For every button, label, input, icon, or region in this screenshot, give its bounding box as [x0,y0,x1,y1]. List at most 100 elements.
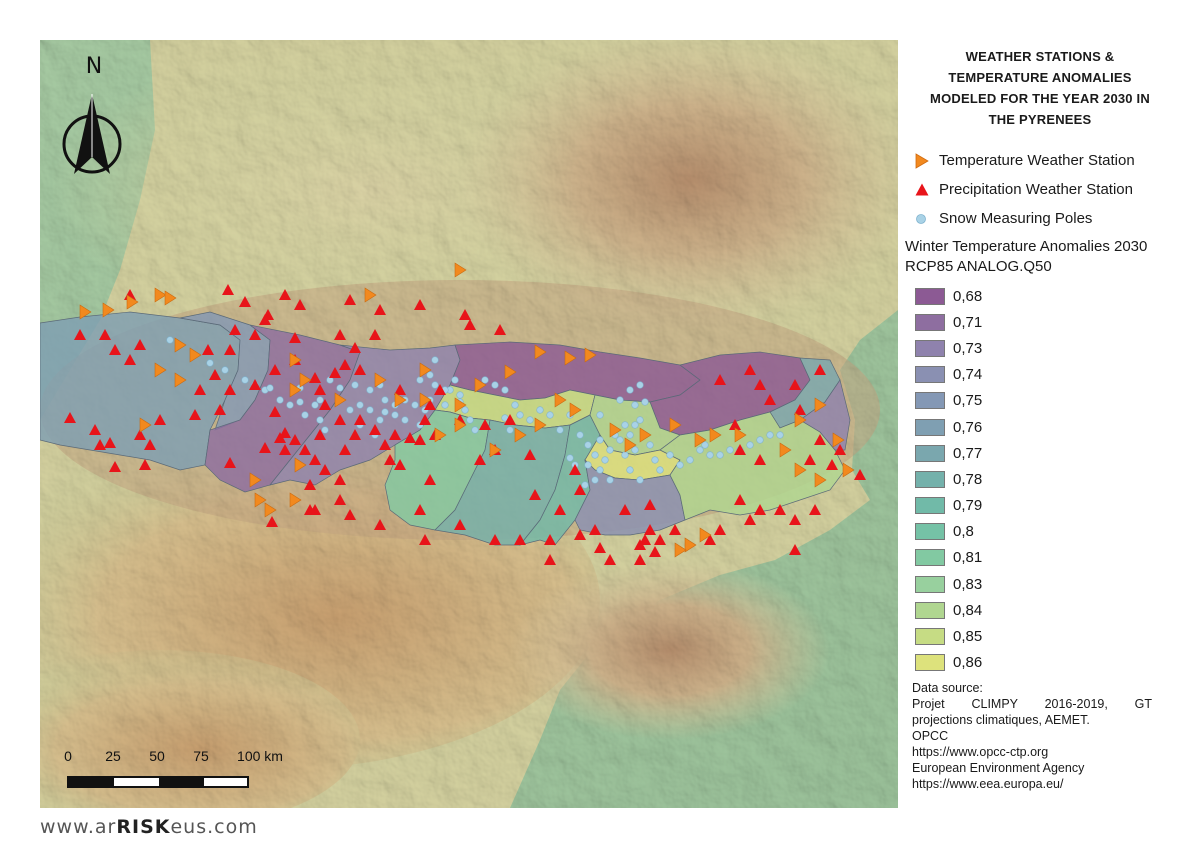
snow-pole-marker[interactable] [636,476,644,484]
snow-pole-marker[interactable] [366,386,374,394]
precipitation-station-marker[interactable] [419,414,431,425]
precipitation-station-marker[interactable] [754,454,766,465]
precipitation-station-marker[interactable] [344,294,356,305]
precipitation-station-marker[interactable] [639,534,651,545]
precipitation-station-marker[interactable] [424,399,436,410]
precipitation-station-marker[interactable] [194,384,206,395]
precipitation-station-marker[interactable] [339,444,351,455]
precipitation-station-marker[interactable] [669,524,681,535]
precipitation-station-marker[interactable] [554,504,566,515]
precipitation-station-marker[interactable] [604,554,616,565]
temperature-station-marker[interactable] [814,397,827,413]
precipitation-station-marker[interactable] [139,459,151,470]
precipitation-station-marker[interactable] [644,499,656,510]
precipitation-station-marker[interactable] [414,434,426,445]
precipitation-station-marker[interactable] [734,444,746,455]
snow-pole-marker[interactable] [391,411,399,419]
precipitation-station-marker[interactable] [494,324,506,335]
temperature-station-marker[interactable] [419,392,432,408]
snow-pole-marker[interactable] [706,451,714,459]
temperature-station-marker[interactable] [164,290,177,306]
precipitation-station-marker[interactable] [74,329,86,340]
precipitation-station-marker[interactable] [714,524,726,535]
precipitation-station-marker[interactable] [89,424,101,435]
snow-pole-marker[interactable] [206,359,214,367]
precipitation-station-marker[interactable] [369,424,381,435]
snow-pole-marker[interactable] [451,376,459,384]
temperature-station-marker[interactable] [504,364,517,380]
temperature-station-marker[interactable] [554,392,567,408]
snow-pole-marker[interactable] [621,451,629,459]
precipitation-station-marker[interactable] [589,524,601,535]
snow-pole-marker[interactable] [556,426,564,434]
temperature-station-marker[interactable] [624,437,637,453]
precipitation-station-marker[interactable] [314,384,326,395]
temperature-station-marker[interactable] [842,462,855,478]
precipitation-station-marker[interactable] [379,439,391,450]
precipitation-station-marker[interactable] [854,469,866,480]
precipitation-station-marker[interactable] [414,504,426,515]
snow-pole-marker[interactable] [656,466,664,474]
precipitation-station-marker[interactable] [489,534,501,545]
precipitation-station-marker[interactable] [249,379,261,390]
precipitation-station-marker[interactable] [744,364,756,375]
temperature-station-marker[interactable] [126,294,139,310]
snow-pole-marker[interactable] [481,376,489,384]
snow-pole-marker[interactable] [591,451,599,459]
precipitation-station-marker[interactable] [569,464,581,475]
snow-pole-marker[interactable] [376,416,384,424]
temperature-station-marker[interactable] [174,372,187,388]
snow-pole-marker[interactable] [431,381,439,389]
precipitation-station-marker[interactable] [304,479,316,490]
temperature-station-marker[interactable] [709,427,722,443]
precipitation-station-marker[interactable] [789,379,801,390]
precipitation-station-marker[interactable] [434,384,446,395]
snow-pole-marker[interactable] [416,376,424,384]
temperature-station-marker[interactable] [189,347,202,363]
precipitation-station-marker[interactable] [814,364,826,375]
precipitation-station-marker[interactable] [309,372,321,383]
precipitation-station-marker[interactable] [279,289,291,300]
precipitation-station-marker[interactable] [319,399,331,410]
precipitation-station-marker[interactable] [634,554,646,565]
snow-pole-marker[interactable] [321,426,329,434]
precipitation-station-marker[interactable] [209,369,221,380]
terrain-map[interactable] [40,40,898,808]
precipitation-station-marker[interactable] [384,454,396,465]
precipitation-station-marker[interactable] [259,442,271,453]
temperature-station-marker[interactable] [334,392,347,408]
snow-pole-marker[interactable] [616,396,624,404]
precipitation-station-marker[interactable] [222,284,234,295]
temperature-station-marker[interactable] [534,417,547,433]
temperature-station-marker[interactable] [299,372,312,388]
precipitation-station-marker[interactable] [374,304,386,315]
snow-pole-marker[interactable] [701,441,709,449]
precipitation-station-marker[interactable] [764,394,776,405]
precipitation-station-marker[interactable] [224,384,236,395]
snow-pole-marker[interactable] [606,446,614,454]
source-link[interactable]: https://www.opcc-ctp.org [912,745,1049,759]
precipitation-station-marker[interactable] [299,444,311,455]
precipitation-station-marker[interactable] [414,299,426,310]
temperature-station-marker[interactable] [289,492,302,508]
temperature-station-marker[interactable] [364,287,377,303]
snow-pole-marker[interactable] [276,396,284,404]
precipitation-station-marker[interactable] [754,504,766,515]
precipitation-station-marker[interactable] [314,429,326,440]
snow-pole-marker[interactable] [576,431,584,439]
precipitation-station-marker[interactable] [424,474,436,485]
precipitation-station-marker[interactable] [454,519,466,530]
temperature-station-marker[interactable] [474,377,487,393]
precipitation-station-marker[interactable] [479,419,491,430]
precipitation-station-marker[interactable] [154,414,166,425]
snow-pole-marker[interactable] [776,431,784,439]
precipitation-station-marker[interactable] [794,404,806,415]
temperature-station-marker[interactable] [454,397,467,413]
precipitation-station-marker[interactable] [474,454,486,465]
snow-pole-marker[interactable] [461,406,469,414]
snow-pole-marker[interactable] [584,461,592,469]
snow-pole-marker[interactable] [336,384,344,392]
temperature-station-marker[interactable] [154,362,167,378]
temperature-station-marker[interactable] [174,337,187,353]
map-frame[interactable]: N 0 25 50 75 100 km [40,40,898,808]
